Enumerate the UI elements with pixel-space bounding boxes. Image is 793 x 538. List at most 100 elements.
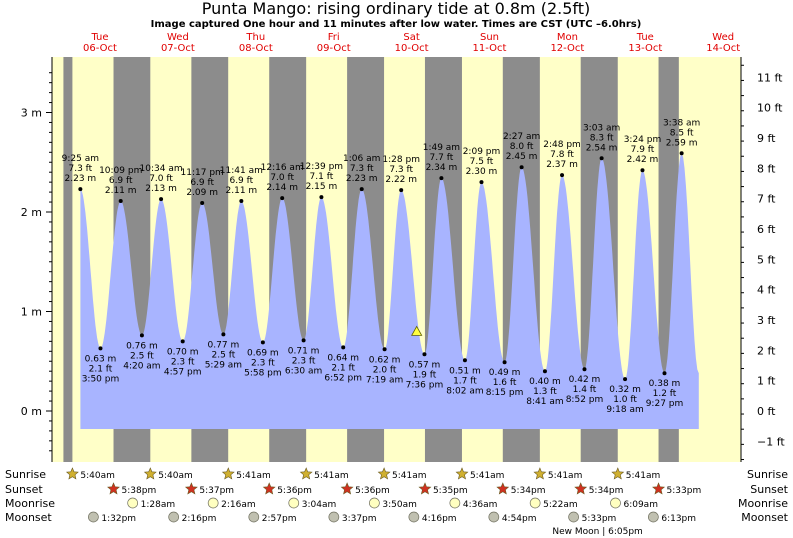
high-time-label: 11:17 pm (181, 168, 224, 178)
high-time-label: 2:09 pm (463, 147, 501, 157)
high-m-label: 2.42 m (627, 155, 659, 165)
high-ft-label: 8.0 ft (510, 142, 534, 152)
high-ft-label: 7.3 ft (68, 164, 92, 174)
tide-point (239, 199, 244, 204)
high-time-label: 12:39 pm (300, 162, 343, 172)
high-time-label: 2:27 am (503, 132, 540, 142)
moonrise-time: 3:04am (302, 500, 337, 510)
high-time-label: 3:03 am (583, 123, 620, 133)
high-time-label: 2:48 pm (543, 140, 581, 150)
low-time-label: 8:02 am (446, 386, 483, 396)
high-time-label: 1:49 am (423, 143, 460, 153)
day-name: Wed (167, 32, 189, 43)
high-ft-label: 7.7 ft (430, 153, 454, 163)
high-ft-label: 7.3 ft (389, 165, 413, 175)
day-name: Mon (557, 32, 578, 43)
sunrise-time: 5:41am (236, 471, 271, 481)
moonrise-icon (288, 497, 300, 509)
day-date: 07-Oct (161, 43, 195, 54)
sunset-icon (418, 482, 432, 495)
low-m-label: 0.71 m (288, 346, 320, 356)
day-date: 14-Oct (706, 43, 740, 54)
high-m-label: 2.45 m (506, 152, 538, 162)
moonset-time: 5:33pm (582, 514, 617, 524)
sunrise-icon (611, 467, 625, 480)
sunset-time: 5:35pm (433, 486, 468, 496)
low-m-label: 0.77 m (208, 340, 240, 350)
tide-point (560, 173, 565, 178)
tide-point (640, 168, 645, 173)
high-time-label: 11:41 am (220, 166, 263, 176)
sunrise-time: 5:41am (470, 471, 505, 481)
right-tick-label: 0 ft (757, 405, 776, 418)
tide-point (319, 195, 324, 200)
tide-point (399, 188, 404, 193)
sunset-icon (184, 482, 198, 495)
night-band (63, 57, 73, 462)
sunset-icon (652, 482, 666, 495)
sunrise-icon (455, 467, 469, 480)
low-m-label: 0.40 m (529, 377, 561, 387)
tide-point (662, 371, 667, 376)
moonrise-icon (529, 497, 541, 509)
moonrise-icon (127, 497, 139, 509)
low-m-label: 0.63 m (85, 354, 117, 364)
sunrise-time: 5:41am (548, 471, 583, 481)
new-moon-label: New Moon | 6:05pm (552, 527, 642, 537)
high-m-label: 2.22 m (385, 175, 417, 185)
low-m-label: 0.38 m (649, 379, 681, 389)
high-ft-label: 7.1 ft (310, 172, 334, 182)
tide-point (382, 347, 387, 352)
left-tick-label: 1 m (21, 306, 42, 319)
low-ft-label: 1.3 ft (533, 387, 557, 397)
moonrise-icon (369, 497, 380, 509)
moonset-icon (248, 511, 260, 523)
sunrise-icon (221, 467, 235, 480)
right-tick-label: 6 ft (757, 223, 776, 236)
low-ft-label: 1.7 ft (453, 376, 477, 386)
high-time-label: 1:28 pm (382, 155, 420, 165)
low-m-label: 0.51 m (449, 366, 481, 376)
day-name: Sun (480, 32, 499, 43)
sunset-time: 5:34pm (511, 486, 546, 496)
sunset-icon (262, 482, 276, 495)
moonset-row-label: Moonset (5, 511, 52, 524)
tide-point (422, 352, 427, 357)
low-time-label: 5:29 am (205, 360, 242, 370)
high-m-label: 2.37 m (546, 160, 578, 170)
low-ft-label: 2.3 ft (171, 357, 195, 367)
low-ft-label: 2.1 ft (331, 363, 355, 373)
low-m-label: 0.64 m (327, 353, 359, 363)
sunrise-icon (533, 467, 547, 480)
low-m-label: 0.69 m (247, 348, 279, 358)
sunset-time: 5:34pm (589, 486, 624, 496)
high-ft-label: 7.0 ft (149, 174, 173, 184)
low-m-label: 0.32 m (609, 385, 641, 395)
low-m-label: 0.42 m (569, 375, 601, 385)
high-m-label: 2.54 m (586, 143, 618, 153)
low-ft-label: 1.6 ft (493, 378, 517, 388)
low-m-label: 0.57 m (409, 360, 441, 370)
high-ft-label: 7.8 ft (550, 150, 574, 160)
moonset-time: 4:16pm (422, 514, 457, 524)
low-time-label: 6:52 pm (324, 373, 362, 383)
tide-area (80, 153, 699, 430)
tide-point (623, 377, 628, 382)
high-m-label: 2.11 m (226, 186, 258, 196)
sunrise-icon (299, 467, 313, 480)
high-ft-label: 7.0 ft (270, 173, 294, 183)
sunrise-time: 5:41am (392, 471, 427, 481)
moonset-icon (408, 511, 420, 523)
sunset-time: 5:36pm (277, 486, 312, 496)
low-time-label: 8:52 pm (566, 395, 604, 405)
low-ft-label: 2.3 ft (292, 356, 316, 366)
tide-point (180, 339, 185, 344)
low-time-label: 5:58 pm (244, 368, 282, 378)
tide-point (599, 156, 604, 161)
sunrise-time: 5:40am (80, 471, 115, 481)
low-ft-label: 1.9 ft (413, 370, 437, 380)
moonset-icon (328, 511, 340, 523)
sunrise-icon (377, 467, 391, 480)
